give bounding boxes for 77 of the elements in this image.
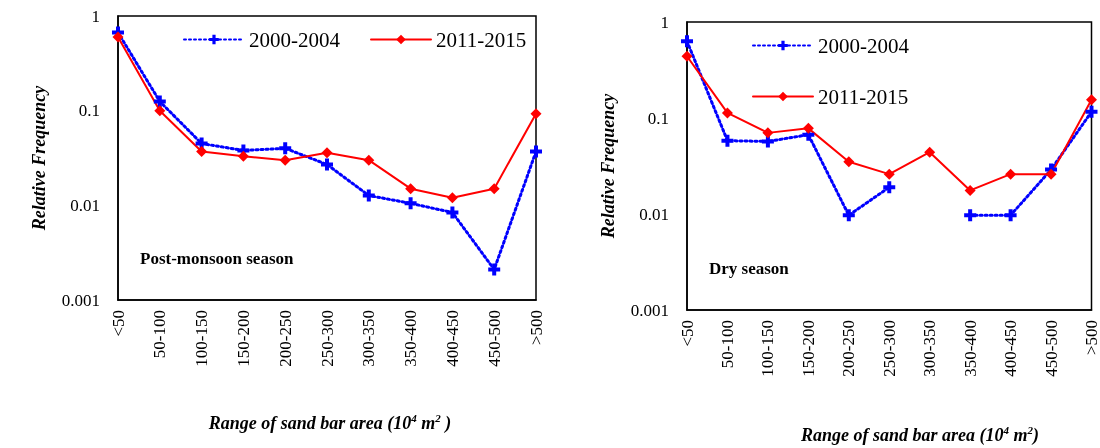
point xyxy=(446,206,459,219)
x-tick-label: 200-250 xyxy=(839,320,859,377)
point xyxy=(681,35,693,48)
x-tick-label: 300-350 xyxy=(359,310,379,367)
x-tick-label: >500 xyxy=(1082,320,1100,356)
y-axis-title: Relative Frequency xyxy=(598,92,618,240)
point xyxy=(237,150,249,162)
point xyxy=(1004,209,1017,222)
point xyxy=(279,154,291,166)
x-tick-label: 450-500 xyxy=(1041,320,1061,377)
x-tick-label: <50 xyxy=(677,320,697,347)
x-tick-label: >500 xyxy=(526,310,546,346)
point xyxy=(279,142,292,155)
y-tick-label: 0.001 xyxy=(61,290,100,310)
point xyxy=(530,145,542,158)
y-tick-label: 0.001 xyxy=(630,300,669,320)
point xyxy=(530,108,542,120)
annotation: Dry season xyxy=(709,259,790,278)
legend-label: 2000-2004 xyxy=(818,33,910,58)
x-axis-title: Range of sand bar area (10$^{4}$ m$^{2}$) xyxy=(800,424,1040,446)
x-tick-label: 250-300 xyxy=(879,320,899,377)
point xyxy=(802,122,814,134)
point xyxy=(964,184,976,196)
point xyxy=(1045,168,1057,180)
legend-label: 2011-2015 xyxy=(435,27,527,52)
point xyxy=(721,134,734,147)
x-tick-label: 350-400 xyxy=(401,310,421,367)
point xyxy=(762,127,774,139)
point xyxy=(362,189,375,202)
legend-label: 2000-2004 xyxy=(249,27,341,52)
annotation: Post-monsoon season xyxy=(140,249,295,268)
point xyxy=(321,158,333,171)
x-tick-label: 400-450 xyxy=(442,310,462,367)
point xyxy=(883,168,895,180)
x-tick-label: 100-150 xyxy=(758,320,778,377)
point xyxy=(1005,168,1017,180)
point xyxy=(154,105,166,117)
point xyxy=(843,156,855,168)
legend-label: 2011-2015 xyxy=(818,84,909,109)
point xyxy=(153,95,166,108)
point xyxy=(1086,94,1097,106)
y-axis-title: Relative Frequency xyxy=(29,84,49,232)
y-tick-label: 0.01 xyxy=(70,195,100,215)
point xyxy=(446,192,458,204)
x-tick-label: 50-100 xyxy=(717,320,737,369)
x-tick-label: 250-300 xyxy=(317,310,337,367)
y-tick-label: 0.1 xyxy=(78,101,100,121)
point xyxy=(405,183,417,195)
x-tick-label: 350-400 xyxy=(960,320,980,377)
y-tick-label: 1 xyxy=(660,12,669,32)
x-axis-title: Range of sand bar area (10$^{4}$ m$^{2}$ ) xyxy=(208,412,452,434)
point xyxy=(924,146,936,158)
point xyxy=(721,107,733,119)
x-tick-label: 400-450 xyxy=(1001,320,1021,377)
x-tick-label: <50 xyxy=(108,310,128,337)
x-tick-label: 300-350 xyxy=(920,320,940,377)
x-tick-label: 150-200 xyxy=(798,320,818,377)
y-tick-label: 0.01 xyxy=(639,204,669,224)
x-tick-label: 200-250 xyxy=(275,310,295,367)
point xyxy=(196,146,208,158)
point xyxy=(842,209,855,222)
point xyxy=(488,183,500,195)
point xyxy=(404,197,417,210)
x-tick-label: 450-500 xyxy=(484,310,504,367)
point xyxy=(1085,105,1098,118)
point xyxy=(681,50,693,62)
x-tick-label: 150-200 xyxy=(233,310,253,367)
point xyxy=(488,263,501,276)
x-tick-label: 50-100 xyxy=(150,310,170,359)
y-tick-label: 1 xyxy=(91,6,100,26)
y-tick-label: 0.1 xyxy=(647,108,669,128)
point xyxy=(321,147,333,159)
point xyxy=(112,31,124,43)
point xyxy=(964,209,977,222)
point xyxy=(363,154,375,166)
x-tick-label: 100-150 xyxy=(192,310,212,367)
point xyxy=(883,181,896,194)
